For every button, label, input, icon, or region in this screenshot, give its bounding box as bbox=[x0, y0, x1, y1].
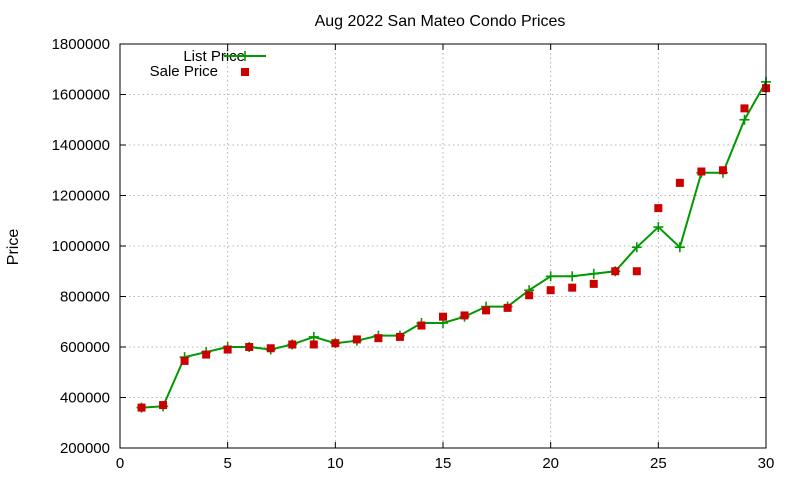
data-series bbox=[136, 76, 771, 413]
legend: List Price Sale Price bbox=[150, 48, 266, 80]
sale-price-point bbox=[223, 345, 232, 354]
legend-marker-sale-price bbox=[241, 68, 249, 76]
sale-price-point bbox=[417, 321, 426, 330]
sale-price-point bbox=[439, 312, 447, 321]
x-tick-label: 20 bbox=[542, 455, 559, 472]
sale-price-point bbox=[546, 286, 555, 295]
x-tick-label: 5 bbox=[223, 455, 231, 472]
sale-price-point bbox=[288, 340, 297, 349]
y-tick-label: 1800000 bbox=[52, 36, 110, 53]
sale-price-point bbox=[589, 279, 598, 288]
legend-label-sale-price: Sale Price bbox=[150, 63, 218, 80]
chart-title: Aug 2022 San Mateo Condo Prices bbox=[315, 13, 566, 30]
x-tick-label: 15 bbox=[435, 455, 452, 472]
x-tick-label: 25 bbox=[650, 455, 667, 472]
sale-price-point bbox=[568, 283, 577, 292]
x-tick-label: 30 bbox=[758, 455, 775, 472]
sale-price-point bbox=[180, 356, 189, 365]
plot-frame bbox=[119, 43, 767, 449]
sale-price-point bbox=[137, 403, 146, 412]
list-price-point bbox=[567, 271, 578, 282]
y-tick-label: 600000 bbox=[60, 339, 110, 356]
grid-lines bbox=[120, 44, 766, 448]
y-tick-label: 1400000 bbox=[52, 137, 110, 154]
sale-price-point bbox=[266, 344, 275, 353]
y-tick-label: 400000 bbox=[60, 390, 110, 407]
list-price-point bbox=[653, 222, 664, 233]
sale-price-point bbox=[395, 332, 404, 341]
sale-price-point bbox=[525, 291, 534, 300]
sale-price-point bbox=[611, 267, 620, 276]
sale-price-point bbox=[718, 166, 727, 175]
list-price-point bbox=[739, 114, 750, 125]
legend-marker-list-price bbox=[240, 51, 250, 61]
list-price-point bbox=[308, 331, 319, 342]
x-tick-label: 0 bbox=[116, 455, 124, 472]
list-price-line bbox=[141, 81, 767, 409]
y-tick-label: 1600000 bbox=[52, 87, 110, 104]
sale-price-point bbox=[460, 311, 469, 320]
y-tick-label: 200000 bbox=[60, 440, 110, 457]
y-tick-label: 1000000 bbox=[52, 238, 110, 255]
sale-price-point bbox=[697, 167, 706, 176]
sale-price-point bbox=[740, 104, 749, 113]
sale-price-point bbox=[654, 204, 663, 213]
sale-price-point bbox=[309, 340, 318, 349]
sale-price-point bbox=[202, 350, 211, 359]
sale-price-point bbox=[482, 306, 491, 315]
y-tick-label: 800000 bbox=[60, 289, 110, 306]
list-price-point bbox=[545, 271, 556, 282]
sale-price-point bbox=[331, 339, 340, 348]
list-price-point bbox=[588, 268, 599, 279]
sale-price-point bbox=[374, 334, 383, 343]
y-axis-label: Price bbox=[5, 229, 22, 266]
list-price-point bbox=[674, 242, 685, 253]
y-tick-label: 1200000 bbox=[52, 188, 110, 205]
list-price-point bbox=[631, 242, 642, 253]
sale-price-point bbox=[503, 303, 512, 312]
sale-price-point bbox=[159, 401, 168, 410]
sale-price-point bbox=[245, 343, 254, 351]
sale-price-point bbox=[632, 267, 641, 276]
x-tick-labels: 0 5 10 15 20 25 30 bbox=[116, 455, 775, 472]
y-tick-labels: 200000 400000 600000 800000 1000000 1200000 14… bbox=[52, 36, 110, 457]
sale-price-point bbox=[675, 178, 684, 187]
legend-label-list-price: List Price bbox=[183, 48, 245, 65]
x-tick-label: 10 bbox=[327, 455, 344, 472]
sale-price-point bbox=[352, 335, 361, 344]
